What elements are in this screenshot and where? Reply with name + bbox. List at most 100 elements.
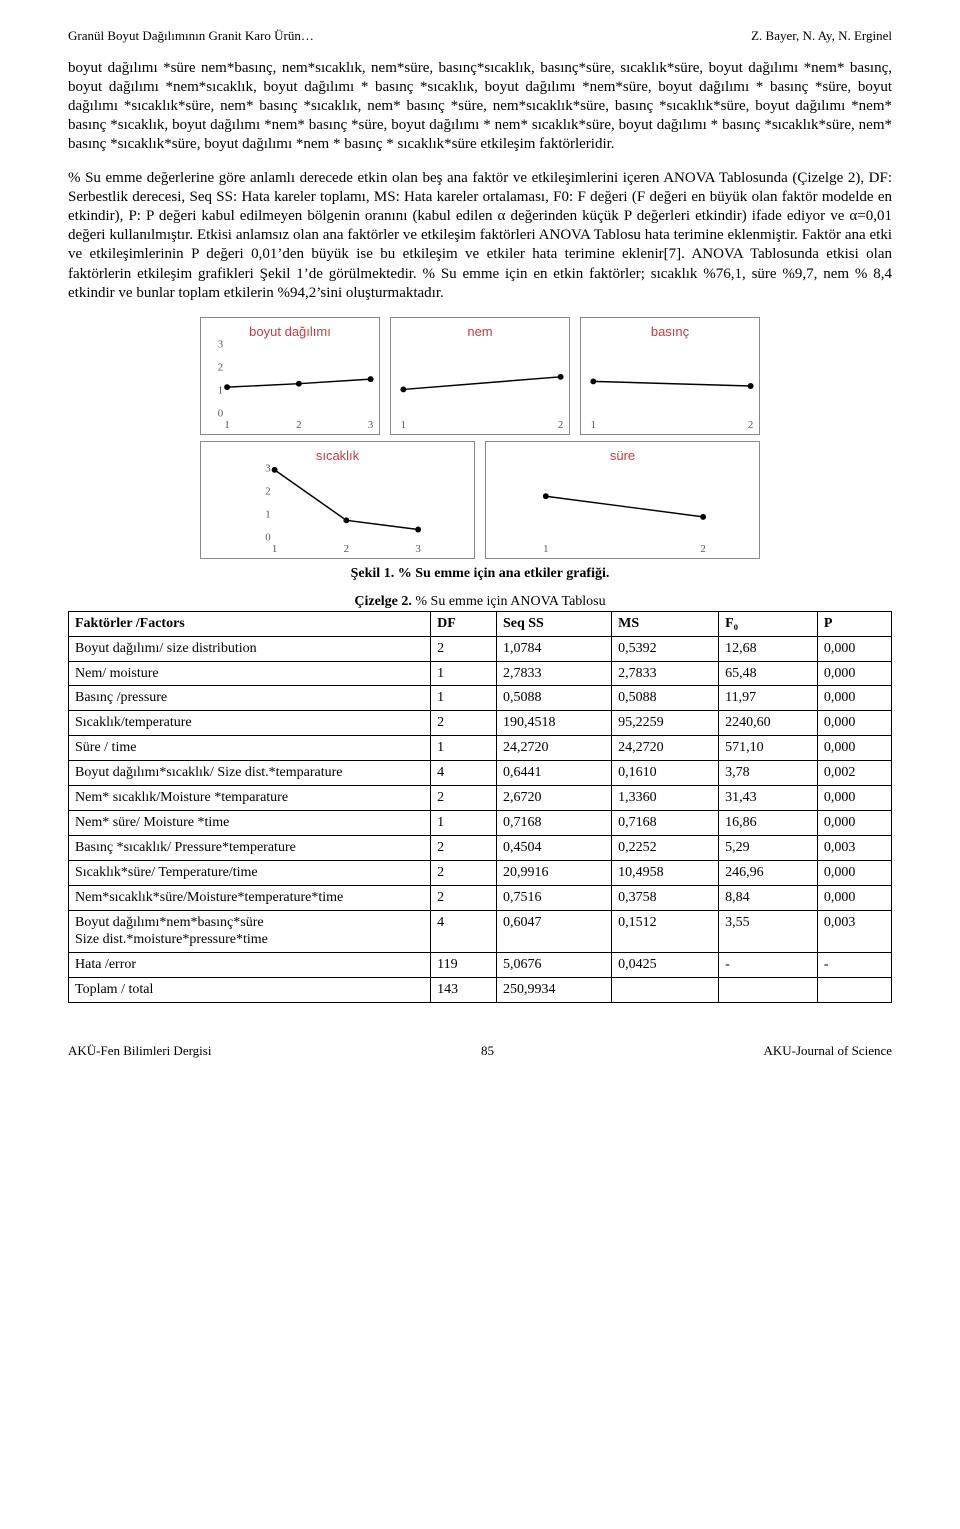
table-row: Boyut dağılımı*sıcaklık/ Size dist.*temp… — [69, 761, 892, 786]
table-row: Sıcaklık/temperature2190,451895,22592240… — [69, 711, 892, 736]
chart-panel: nem12 — [390, 317, 570, 435]
table-header-cell: F₀ — [719, 611, 818, 636]
svg-text:1: 1 — [218, 384, 223, 396]
chart-panel: süre12 — [485, 441, 760, 559]
table-cell: 3,78 — [719, 761, 818, 786]
table-cell: 0,6047 — [496, 910, 611, 953]
table-cell: 95,2259 — [612, 711, 719, 736]
table-cell: 0,000 — [817, 686, 891, 711]
table-header-row: Faktörler /FactorsDFSeq SSMSF₀P — [69, 611, 892, 636]
table-cell: 2 — [431, 711, 497, 736]
chart-panel: sıcaklık0123123 — [200, 441, 475, 559]
table-cell: 10,4958 — [612, 860, 719, 885]
table-cell: 0,000 — [817, 711, 891, 736]
table-row: Toplam / total143250,9934 — [69, 978, 892, 1003]
figure-text: % Su emme için ana etkiler grafiği. — [394, 566, 609, 581]
svg-text:2: 2 — [265, 485, 270, 497]
table-cell: Süre / time — [69, 736, 431, 761]
svg-text:2: 2 — [296, 419, 301, 431]
table-cell: 1 — [431, 661, 497, 686]
table-cell: 0,1610 — [612, 761, 719, 786]
paragraph-2: % Su emme değerlerine göre anlamlı derec… — [68, 169, 892, 303]
table-cell: - — [817, 953, 891, 978]
table-cell: 0,002 — [817, 761, 891, 786]
table-cell: Hata /error — [69, 953, 431, 978]
svg-text:0: 0 — [265, 531, 270, 543]
table-cell: Toplam / total — [69, 978, 431, 1003]
table-cell: 0,6441 — [496, 761, 611, 786]
main-effects-chart: boyut dağılımı0123123nem12basınç12 sıcak… — [200, 317, 760, 559]
table-header-cell: P — [817, 611, 891, 636]
svg-text:2: 2 — [748, 419, 753, 431]
table-cell: 1 — [431, 686, 497, 711]
table-cell: Boyut dağılımı/ size distribution — [69, 636, 431, 661]
table-text: % Su emme için ANOVA Tablosu — [412, 594, 606, 609]
table-cell: Basınç /pressure — [69, 686, 431, 711]
table-row: Basınç *sıcaklık/ Pressure*temperature20… — [69, 835, 892, 860]
table-cell: 31,43 — [719, 786, 818, 811]
table-cell: 250,9934 — [496, 978, 611, 1003]
svg-text:3: 3 — [415, 543, 420, 555]
table-cell: Nem/ moisture — [69, 661, 431, 686]
table-cell: 2 — [431, 636, 497, 661]
table-cell: 0,7168 — [496, 810, 611, 835]
svg-text:1: 1 — [265, 508, 270, 520]
table-cell: 0,7516 — [496, 885, 611, 910]
table-cell: 0,5088 — [612, 686, 719, 711]
svg-text:1: 1 — [272, 543, 277, 555]
table-cell: 143 — [431, 978, 497, 1003]
table-cell: 0,000 — [817, 661, 891, 686]
table-label: Çizelge 2. — [354, 594, 412, 609]
table-cell: 8,84 — [719, 885, 818, 910]
table-cell: 0,7168 — [612, 810, 719, 835]
svg-text:1: 1 — [591, 419, 596, 431]
table-cell: 4 — [431, 761, 497, 786]
table-cell: 5,0676 — [496, 953, 611, 978]
table-cell: 1 — [431, 736, 497, 761]
table-cell: 2,7833 — [496, 661, 611, 686]
header-right: Z. Bayer, N. Ay, N. Erginel — [751, 28, 892, 45]
table-cell: 4 — [431, 910, 497, 953]
table-cell: 2 — [431, 885, 497, 910]
table-row: Hata /error1195,06760,0425-- — [69, 953, 892, 978]
table-cell: 0,000 — [817, 885, 891, 910]
table-cell: 1,3360 — [612, 786, 719, 811]
table-cell: 24,2720 — [496, 736, 611, 761]
table-cell: 65,48 — [719, 661, 818, 686]
table-cell: 571,10 — [719, 736, 818, 761]
table-cell: 0,5088 — [496, 686, 611, 711]
table-header-cell: DF — [431, 611, 497, 636]
svg-text:3: 3 — [218, 338, 223, 350]
svg-text:1: 1 — [543, 543, 548, 555]
svg-text:2: 2 — [558, 419, 563, 431]
table-cell: Nem*sıcaklık*süre/Moisture*temperature*t… — [69, 885, 431, 910]
table-cell: 0,000 — [817, 860, 891, 885]
table-cell: Boyut dağılımı*sıcaklık/ Size dist.*temp… — [69, 761, 431, 786]
table-cell: 246,96 — [719, 860, 818, 885]
svg-text:3: 3 — [368, 419, 373, 431]
table-cell: 0,0425 — [612, 953, 719, 978]
table-row: Nem* sıcaklık/Moisture *temparature22,67… — [69, 786, 892, 811]
chart-panel: boyut dağılımı0123123 — [200, 317, 380, 435]
table-cell: 3,55 — [719, 910, 818, 953]
table-header-cell: Faktörler /Factors — [69, 611, 431, 636]
table-cell: 1 — [431, 810, 497, 835]
table-cell: Boyut dağılımı*nem*basınç*süreSize dist.… — [69, 910, 431, 953]
table-cell: 0,5392 — [612, 636, 719, 661]
table-row: Boyut dağılımı/ size distribution21,0784… — [69, 636, 892, 661]
figure-1-caption: Şekil 1. % Su emme için ana etkiler graf… — [68, 565, 892, 583]
header-left: Granül Boyut Dağılımının Granit Karo Ürü… — [68, 28, 314, 45]
table-cell: Nem* sıcaklık/Moisture *temparature — [69, 786, 431, 811]
table-cell: Nem* süre/ Moisture *time — [69, 810, 431, 835]
footer-center: 85 — [481, 1043, 494, 1060]
table-cell: 2 — [431, 835, 497, 860]
table-cell: 0,2252 — [612, 835, 719, 860]
svg-text:2: 2 — [344, 543, 349, 555]
table-cell: 0,000 — [817, 810, 891, 835]
svg-text:1: 1 — [401, 419, 406, 431]
table-cell: 20,9916 — [496, 860, 611, 885]
table-cell: Sıcaklık/temperature — [69, 711, 431, 736]
table-cell: 2 — [431, 860, 497, 885]
table-cell: 0,1512 — [612, 910, 719, 953]
table-cell: 0,3758 — [612, 885, 719, 910]
